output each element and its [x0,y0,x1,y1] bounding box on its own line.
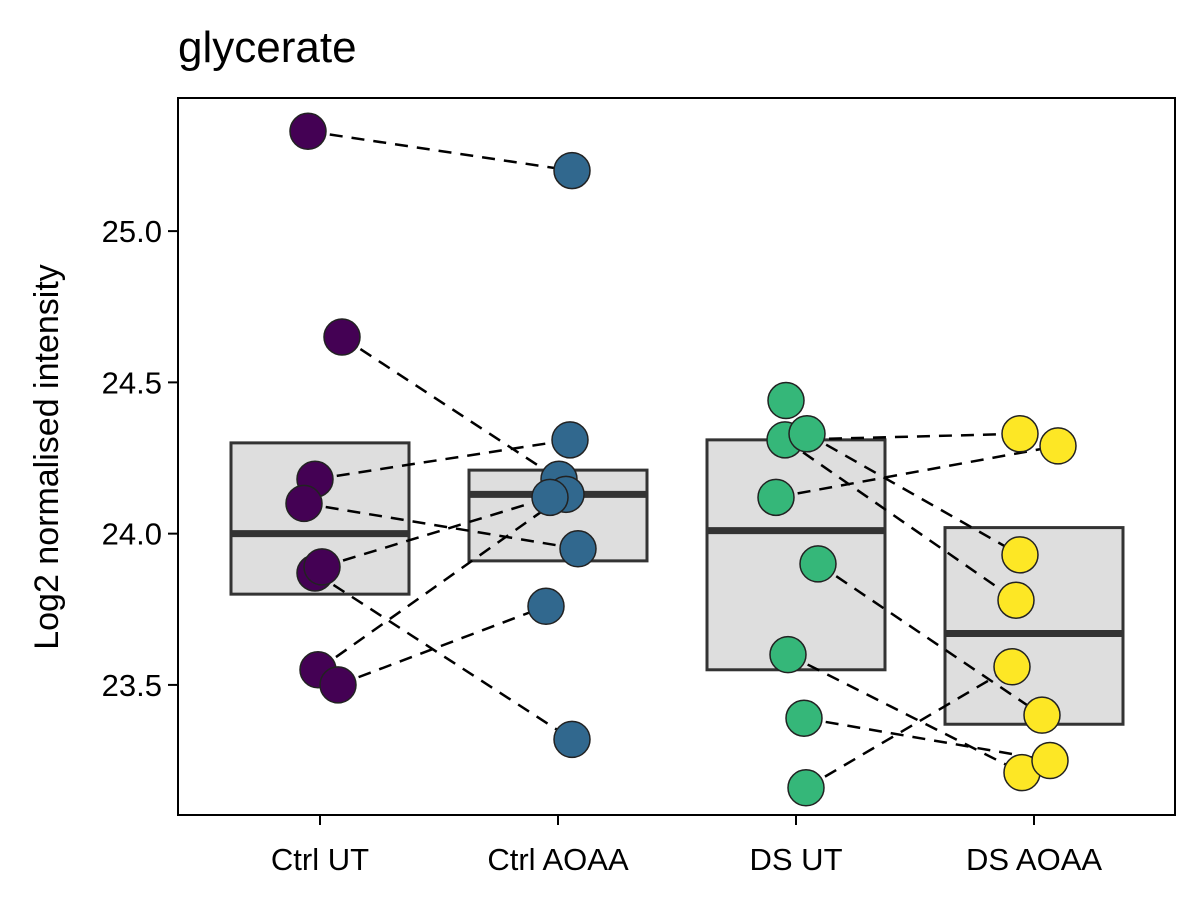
data-point [559,530,597,568]
data-point [319,666,357,704]
y-tick-label: 25.0 [102,214,162,249]
data-point [551,421,589,459]
data-point [787,769,825,807]
pair-line [314,571,573,741]
data-point [769,635,807,674]
pair-line [784,438,1017,602]
pair-line [317,493,567,671]
y-axis: 23.5 24.0 24.5 25.0 [102,214,178,703]
data-point [531,478,569,517]
pair-line [784,432,1021,442]
x-tick-label: Ctrl AOAA [487,842,629,877]
data-point [303,548,341,586]
y-tick-label: 23.5 [102,668,162,703]
data-point [553,151,591,190]
pair-line [303,502,579,551]
x-tick-label: Ctrl UT [271,842,369,877]
data-point [1001,415,1039,453]
data-point [1023,696,1061,734]
pair-line [321,496,551,569]
data-point [1031,741,1069,780]
data-point [285,484,323,523]
pair-line [817,562,1043,717]
points-layer [285,112,1077,807]
data-point [757,478,795,517]
pair-line [805,665,1013,789]
box-ds-ut [705,438,887,672]
data-point [997,581,1035,619]
y-axis-label: Log2 normalised intensity [28,264,66,650]
data-point [289,112,327,151]
y-tick-label: 24.0 [102,517,162,552]
data-point [767,381,805,420]
boxes-layer [229,438,1125,726]
pair-line [337,605,547,687]
x-axis: Ctrl UT Ctrl AOAA DS UT DS AOAA [271,815,1102,877]
data-point [799,545,837,583]
pair-lines-layer [303,130,1059,789]
data-point [527,587,565,626]
data-point [788,415,826,453]
pair-line [307,130,573,172]
data-point [323,318,361,356]
y-tick-label: 24.5 [102,365,162,400]
x-tick-label: DS AOAA [966,842,1102,877]
data-point [553,720,591,759]
data-point [1039,427,1077,465]
data-point [785,699,823,737]
x-tick-label: DS UT [750,842,843,877]
pair-line [806,432,1021,556]
data-point [1001,536,1039,574]
pair-line [775,444,1059,499]
plot-frame [177,97,1176,816]
data-point [993,648,1031,686]
pair-line [803,716,1051,762]
chart-title: glycerate [178,23,357,72]
